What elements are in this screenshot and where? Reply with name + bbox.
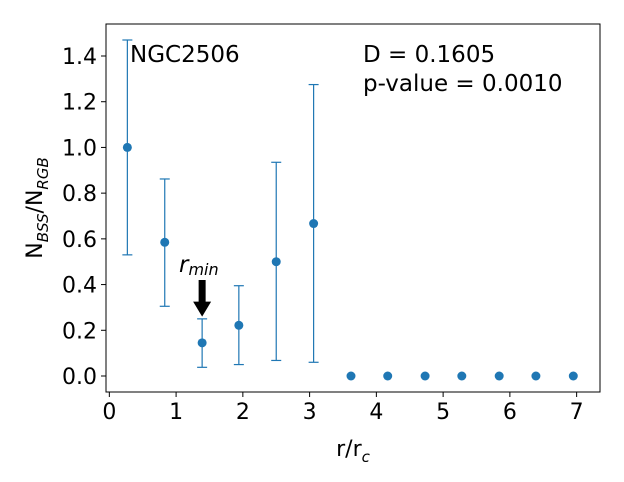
y-axis-label: NBSS/NRGB xyxy=(23,157,52,259)
data-point xyxy=(457,371,467,381)
rmin-label-subscript: min xyxy=(188,260,218,279)
y-tick-label: 1.0 xyxy=(62,136,97,161)
y-axis: 0.0 0.2 0.4 0.6 0.8 1.0 1.2 1.4 xyxy=(62,45,106,390)
rmin-arrow-head xyxy=(193,301,212,317)
rmin-arrow-shaft xyxy=(198,280,206,303)
data-point xyxy=(420,371,430,381)
x-axis: 0 1 2 3 4 5 6 7 xyxy=(102,392,584,425)
data-point xyxy=(568,371,578,381)
y-tick-label: 1.2 xyxy=(62,91,97,116)
x-tick-label: 0 xyxy=(102,400,116,425)
data-point xyxy=(122,142,132,152)
y-axis-label-subscript-bss: BSS xyxy=(34,213,52,242)
data-point xyxy=(197,338,207,348)
cluster-name-annotation: NGC2506 xyxy=(130,42,240,68)
p-value-annotation: p-value = 0.0010 xyxy=(363,71,562,97)
x-tick-label: 1 xyxy=(169,400,183,425)
y-tick-label: 1.4 xyxy=(62,45,97,70)
y-tick-label: 0.8 xyxy=(62,182,97,207)
rmin-label: rmin xyxy=(179,252,219,279)
x-axis-label-subscript: c xyxy=(362,448,371,466)
data-point xyxy=(309,219,319,229)
y-axis-label-subscript-rgb: RGB xyxy=(34,157,52,189)
data-point xyxy=(234,320,244,330)
data-point xyxy=(531,371,541,381)
d-statistic-annotation: D = 0.1605 xyxy=(363,42,495,68)
y-tick-label: 0.4 xyxy=(62,274,97,299)
x-tick-label: 5 xyxy=(436,400,450,425)
x-tick-label: 2 xyxy=(236,400,250,425)
data-point xyxy=(271,257,281,267)
data-point xyxy=(346,371,356,381)
plot-area-frame xyxy=(105,23,601,393)
x-tick-label: 7 xyxy=(570,400,584,425)
x-axis-label: r/rc xyxy=(336,437,371,466)
x-tick-label: 4 xyxy=(369,400,383,425)
data-point xyxy=(383,371,393,381)
data-point xyxy=(494,371,504,381)
y-tick-label: 0.6 xyxy=(62,228,97,253)
data-point xyxy=(160,237,170,247)
x-tick-label: 6 xyxy=(503,400,517,425)
y-tick-label: 0.0 xyxy=(62,365,97,390)
rmin-arrow-icon xyxy=(193,280,212,317)
y-tick-label: 0.2 xyxy=(62,319,97,344)
data-points xyxy=(122,142,578,381)
x-tick-label: 3 xyxy=(303,400,317,425)
